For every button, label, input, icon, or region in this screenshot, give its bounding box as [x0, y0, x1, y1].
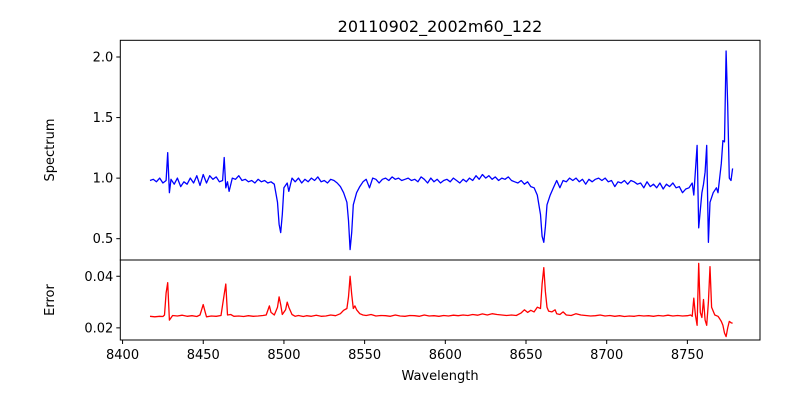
error-y-tick-label: 0.04	[84, 270, 113, 285]
spectrum-y-tick-label: 1.5	[93, 111, 114, 126]
spectrum-y-axis-label: Spectrum	[43, 119, 58, 182]
error-y-tick-label: 0.02	[84, 321, 113, 336]
spectrum-y-tick-label: 1.0	[93, 172, 114, 187]
x-tick-label: 8600	[429, 348, 462, 363]
x-tick-label: 8450	[187, 348, 220, 363]
x-tick-label: 8650	[509, 348, 542, 363]
error-y-axis-label: Error	[43, 284, 58, 316]
spectrum-line	[149, 50, 734, 251]
x-tick-label: 8400	[106, 348, 139, 363]
x-tick-label: 8750	[671, 348, 704, 363]
error-line	[149, 262, 733, 338]
spectrum-y-tick-label: 0.5	[93, 232, 114, 247]
error-axes-frame	[119, 259, 761, 341]
x-tick-label: 8500	[267, 348, 300, 363]
spectrum-y-tick-label: 2.0	[93, 51, 114, 66]
chart-title: 20110902_2002m60_122	[338, 17, 543, 37]
x-tick-label: 8700	[590, 348, 623, 363]
x-tick-label: 8550	[348, 348, 381, 363]
x-axis-label: Wavelength	[401, 369, 478, 384]
